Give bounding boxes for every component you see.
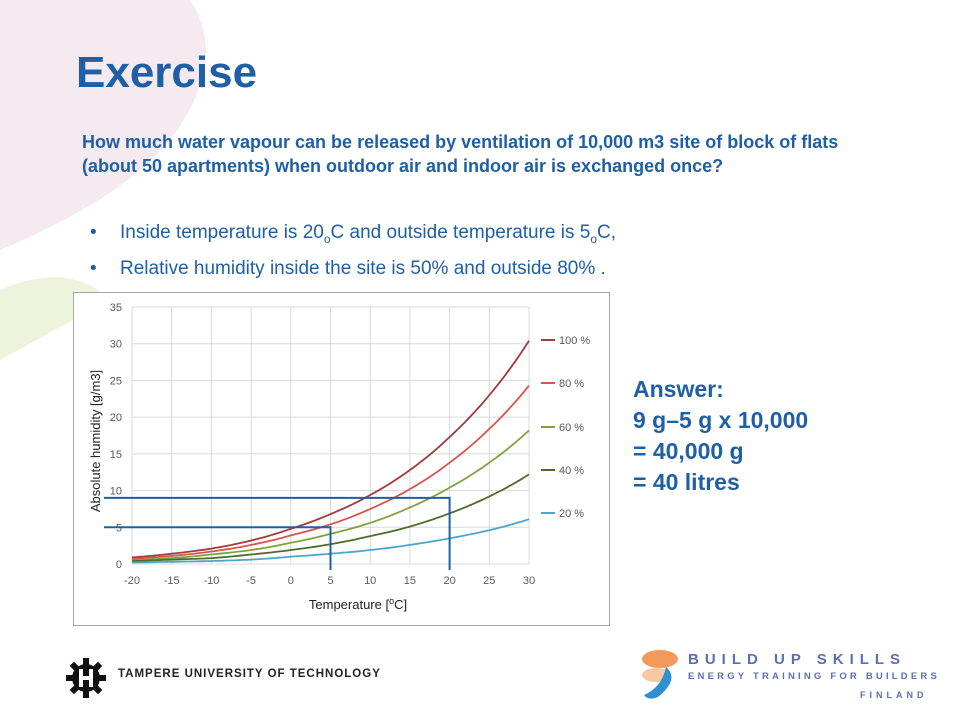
brand-name: BUILD UP SKILLS bbox=[688, 651, 907, 668]
legend-label: 100 % bbox=[559, 335, 590, 347]
legend-label: 20 % bbox=[559, 508, 584, 520]
x-tick-label: 5 bbox=[327, 575, 333, 587]
y-tick-label: 0 bbox=[116, 559, 122, 571]
series-line bbox=[131, 385, 530, 560]
x-tick-label: 20 bbox=[443, 575, 455, 587]
x-tick-label: -10 bbox=[203, 575, 219, 587]
list-item: Relative humidity inside the site is 50%… bbox=[90, 254, 616, 283]
list-item: Inside temperature is 20oC and outside t… bbox=[90, 218, 616, 254]
x-tick-label: -5 bbox=[246, 575, 256, 587]
answer-heading: Answer: bbox=[633, 376, 724, 402]
answer-block: Answer: 9 g–5 g x 10,000 = 40,000 g = 40… bbox=[633, 374, 808, 498]
page-title: Exercise bbox=[76, 48, 258, 97]
x-tick-label: 0 bbox=[288, 575, 294, 587]
x-axis-label: Temperature [oC] bbox=[309, 596, 407, 612]
answer-line: 9 g–5 g x 10,000 bbox=[633, 407, 809, 433]
x-tick-label: 30 bbox=[523, 575, 535, 587]
y-tick-label: 10 bbox=[110, 486, 122, 498]
y-tick-label: 30 bbox=[110, 339, 122, 351]
legend-label: 40 % bbox=[559, 465, 584, 477]
x-tick-label: -20 bbox=[124, 575, 140, 587]
brand-country: FINLAND bbox=[860, 690, 928, 700]
y-axis-label: Absolute humidity [g/m3] bbox=[88, 370, 103, 512]
answer-line: = 40,000 g bbox=[633, 438, 744, 464]
y-tick-label: 25 bbox=[110, 375, 122, 387]
answer-line: = 40 litres bbox=[633, 469, 740, 495]
question-text: How much water vapour can be released by… bbox=[82, 132, 839, 176]
x-tick-label: 25 bbox=[483, 575, 495, 587]
x-tick-label: -15 bbox=[164, 575, 180, 587]
y-tick-label: 15 bbox=[110, 449, 122, 461]
x-tick-label: 10 bbox=[364, 575, 376, 587]
x-tick-label: 15 bbox=[404, 575, 416, 587]
humidity-chart: -20 -15 -10 -5 0 5 10 15 20 25 30 0 5 10 15 20 25 30 35 100… bbox=[73, 292, 610, 626]
y-tick-label: 35 bbox=[110, 302, 122, 314]
legend-label: 60 % bbox=[559, 422, 584, 434]
build-up-skills-logo bbox=[642, 650, 678, 699]
chart-canvas: -20 -15 -10 -5 0 5 10 15 20 25 3005101520253035100… bbox=[88, 302, 590, 612]
series-line bbox=[131, 340, 530, 559]
y-tick-label: 20 bbox=[110, 412, 122, 424]
university-name: TAMPERE UNIVERSITY OF TECHNOLOGY bbox=[118, 668, 381, 680]
condition-list: Inside temperature is 20oC and outside t… bbox=[90, 218, 616, 283]
gear-icon bbox=[66, 658, 106, 698]
legend-label: 80 % bbox=[559, 378, 584, 390]
guide-line bbox=[104, 526, 332, 570]
brand-subtitle: ENERGY TRAINING FOR BUILDERS bbox=[688, 671, 940, 682]
guide-line bbox=[104, 496, 451, 570]
